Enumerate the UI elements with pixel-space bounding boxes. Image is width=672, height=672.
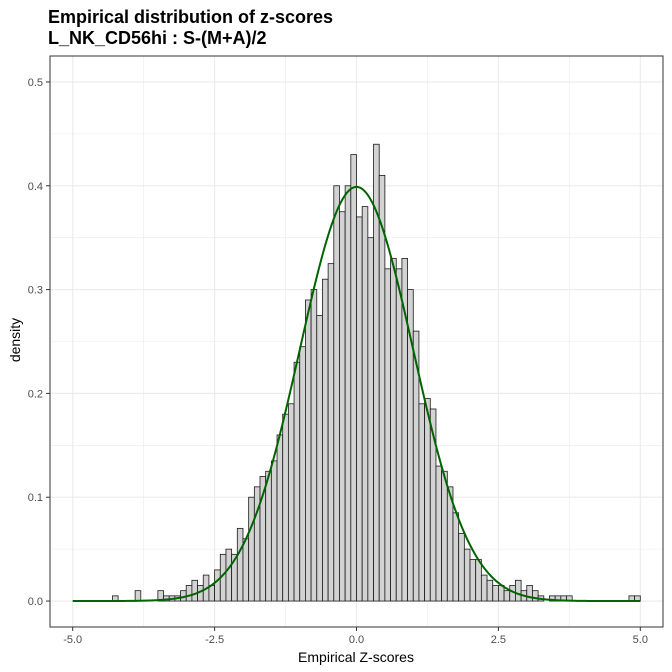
y-tick-label: 0.1 [28,492,43,504]
histogram-bar [350,154,357,602]
x-tick-label: 2.5 [491,634,506,646]
histogram-bar [305,299,312,602]
histogram-bar [378,174,386,602]
x-tick-label: -5.0 [63,634,82,646]
histogram-bar [441,470,448,602]
histogram-bar [390,258,397,602]
histogram-bar [248,496,255,602]
histogram-bar [293,361,301,602]
histogram-bar [134,590,142,602]
histogram-bar [515,579,522,602]
histogram-bar [435,465,443,602]
histogram-bar [236,527,244,602]
histogram-bar [492,585,499,602]
histogram-bar [282,413,289,602]
histogram-bar [486,579,494,602]
histogram-bar [458,533,465,602]
axis-ticks: -5.0 -2.5 0.0 2.5 5.0 0.0 0.1 0.2 0.3 0.4 0.5 [28,77,648,646]
histogram-bar [225,548,233,602]
histogram-bar [452,512,460,602]
histogram-bar [532,590,539,602]
y-tick-label: 0.3 [28,285,43,297]
x-tick-label: 0.0 [349,634,364,646]
histogram-bar [356,216,363,602]
histogram-bar [344,185,352,602]
y-tick-label: 0.2 [28,388,43,400]
histogram-bar [480,574,488,602]
histogram-bar [526,585,533,602]
histogram-bar [395,268,403,602]
histogram-bar [497,585,505,602]
histogram-bar [469,559,477,602]
histogram-bar [361,206,369,602]
histogram-bar [299,346,306,602]
histogram-bar [503,590,511,602]
histogram-bar [270,460,278,602]
histogram-bar [310,289,318,602]
x-tick-label: -2.5 [205,634,224,646]
histogram-bar [333,185,340,602]
chart-subtitle: L_NK_CD56hi : S-(M+A)/2 [48,28,267,48]
chart-title: Empirical distribution of z-scores [48,7,333,27]
x-tick-label: 5.0 [633,634,648,646]
histogram-bar [214,569,221,602]
histogram-bar [384,268,391,602]
histogram-bar [208,585,216,602]
y-tick-label: 0.5 [28,77,43,89]
histogram-bar [322,278,329,602]
x-axis-label: Empirical Z-scores [298,649,414,665]
histogram-bar [463,548,471,602]
histogram-bar [316,315,323,602]
histogram-bar [191,579,198,602]
histogram-bars [112,143,641,602]
histogram-bar [276,434,284,602]
normal-curve-line [72,185,641,603]
histogram-bar [185,585,193,602]
y-axis-label: density [7,318,23,362]
histogram-bar [424,398,431,602]
histogram-bar [265,470,272,602]
histogram-bar [242,538,250,602]
histogram-bar [367,237,374,602]
normal-density-curve [72,185,641,603]
y-tick-label: 0.0 [28,596,43,608]
histogram-bar [339,211,346,602]
y-tick-label: 0.4 [28,181,43,193]
histogram-bar [327,263,335,602]
histogram-bar [418,403,426,602]
histogram-bar [287,403,295,602]
histogram-bar [475,559,482,602]
